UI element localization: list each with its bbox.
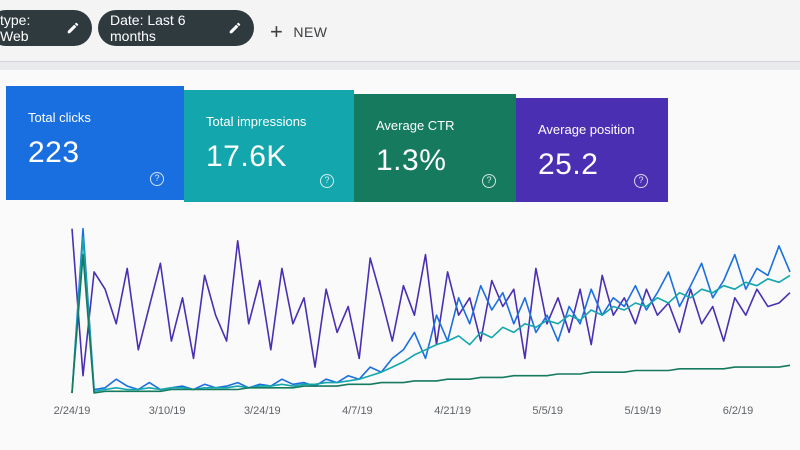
performance-panel: Total clicks 223 ? Total impressions 17.… [0,70,800,450]
search-type-filter-chip[interactable]: type: Web [0,10,92,46]
filter-bar: type: Web Date: Last 6 months + NEW [0,0,800,62]
metric-value: 25.2 [538,148,599,181]
metric-card-average-ctr[interactable]: Average CTR 1.3% ? [354,94,516,202]
x-tick-label: 3/24/19 [244,405,281,417]
metric-card-total-clicks[interactable]: Total clicks 223 ? [6,86,184,200]
new-filter-label: NEW [293,24,328,40]
x-tick-label: 4/7/19 [342,405,373,417]
metric-card-total-impressions[interactable]: Total impressions 17.6K ? [184,90,354,202]
performance-line-chart: 2/24/19 3/10/19 3/24/19 4/7/19 4/21/19 5/5/19… [0,200,800,450]
x-tick-label: 6/2/19 [723,405,754,417]
x-tick-label: 3/10/19 [149,405,186,417]
series-line-3 [71,253,791,394]
series-line-2 [71,236,791,394]
chart-svg: 2/24/19 3/10/19 3/24/19 4/7/19 4/21/19 5/5/19… [54,227,791,417]
date-range-filter-label: Date: Last 6 months [110,12,186,44]
metric-label: Average CTR [376,118,455,133]
help-icon[interactable]: ? [634,174,648,188]
date-range-filter-chip[interactable]: Date: Last 6 months [98,10,254,46]
x-tick-label: 5/19/19 [625,405,662,417]
search-type-filter-label: type: Web [0,12,31,44]
metric-value: 1.3% [376,144,447,177]
x-tick-label: 2/24/19 [54,405,91,417]
help-icon[interactable]: ? [150,172,164,186]
x-tick-label: 4/21/19 [434,405,471,417]
new-filter-button[interactable]: + NEW [270,20,328,44]
edit-pencil-icon[interactable] [228,21,242,35]
metric-value: 17.6K [206,140,287,173]
plus-icon: + [270,19,284,44]
metric-label: Average position [538,122,635,137]
metric-label: Total clicks [28,110,91,125]
metric-card-average-position[interactable]: Average position 25.2 ? [516,98,668,202]
help-icon[interactable]: ? [320,174,334,188]
edit-pencil-icon[interactable] [66,21,80,35]
help-icon[interactable]: ? [482,174,496,188]
x-tick-label: 5/5/19 [532,405,563,417]
metric-value: 223 [28,136,80,169]
metric-label: Total impressions [206,114,307,129]
series-line-0 [71,228,791,377]
